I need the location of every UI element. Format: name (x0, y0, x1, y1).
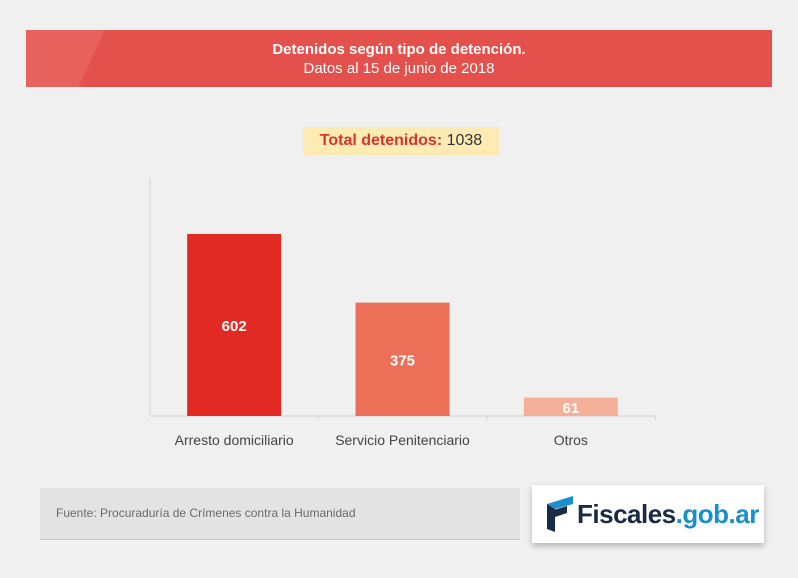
data-label-servicio-penitenciario: 375 (390, 352, 415, 369)
chart-title: Detenidos según tipo de detención. (272, 41, 526, 58)
bar-arresto-domiciliario (187, 234, 282, 416)
logo-text: Fiscales.gob.ar (577, 498, 759, 530)
logo-tld: .gob.ar (675, 499, 760, 529)
total-label: Total detenidos: (319, 132, 443, 149)
chart-subtitle: Datos al 15 de junio de 2018 (303, 60, 495, 77)
bar-servicio-penitenciario (355, 302, 450, 416)
total-badge: Total detenidos: 1038 (303, 127, 499, 155)
total-value: 1038 (446, 132, 483, 149)
source-box: Fuente: Procuraduría de Crímenes contra … (40, 488, 520, 540)
category-label-arresto-domiciliario: Arresto domiciliario (175, 432, 294, 448)
data-label-arresto-domiciliario: 602 (222, 318, 247, 335)
flag-icon (547, 496, 573, 532)
logo-main: Fiscales (577, 499, 676, 529)
bar-otros (523, 397, 618, 416)
category-label-servicio-penitenciario: Servicio Penitenciario (335, 432, 470, 448)
header-banner: Detenidos según tipo de detención. Datos… (26, 30, 772, 87)
source-text: Fuente: Procuraduría de Crímenes contra … (56, 506, 356, 520)
fiscales-logo[interactable]: Fiscales.gob.ar (532, 485, 764, 543)
header-decoration (26, 30, 156, 87)
category-label-otros: Otros (554, 432, 588, 448)
data-label-otros: 61 (562, 400, 579, 417)
bar-chart: 602 Arresto domiciliario 375 Servicio Penit… (149, 178, 656, 448)
